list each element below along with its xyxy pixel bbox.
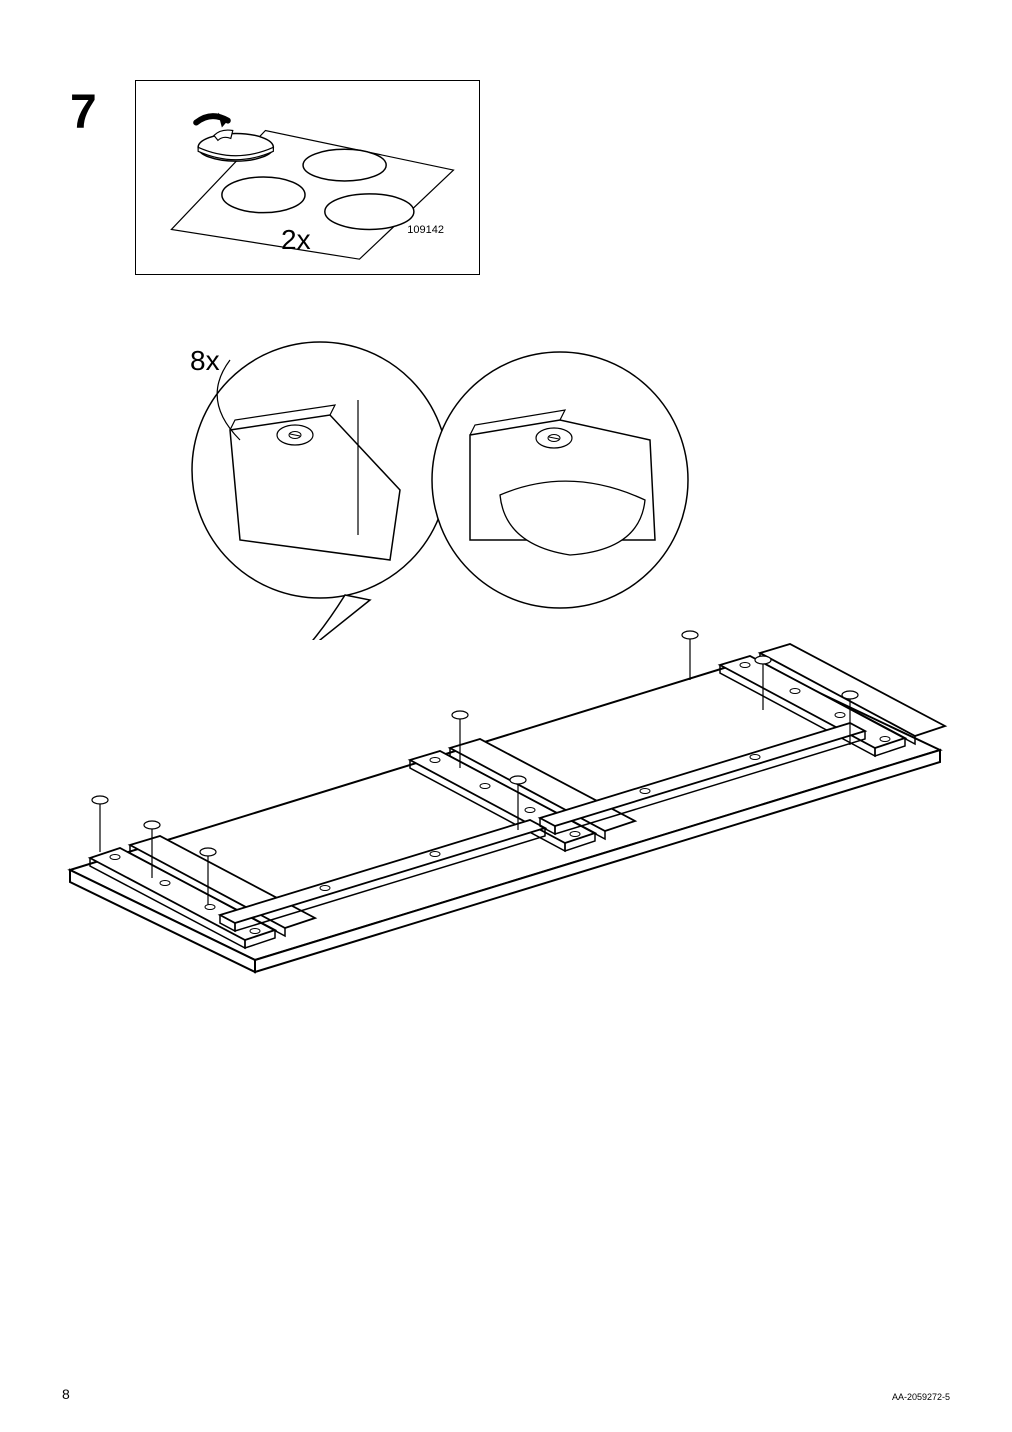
document-reference: AA-2059272-5 [892,1392,950,1402]
screw-icon [682,631,698,680]
main-assembly-diagram [60,590,960,990]
parts-part-number: 109142 [407,224,444,236]
step-number: 7 [70,85,97,140]
parts-quantity: 2x [281,224,311,256]
page-number: 8 [62,1386,70,1402]
parts-callout-box: 2x 109142 [135,80,480,275]
screw-icon [92,796,108,852]
